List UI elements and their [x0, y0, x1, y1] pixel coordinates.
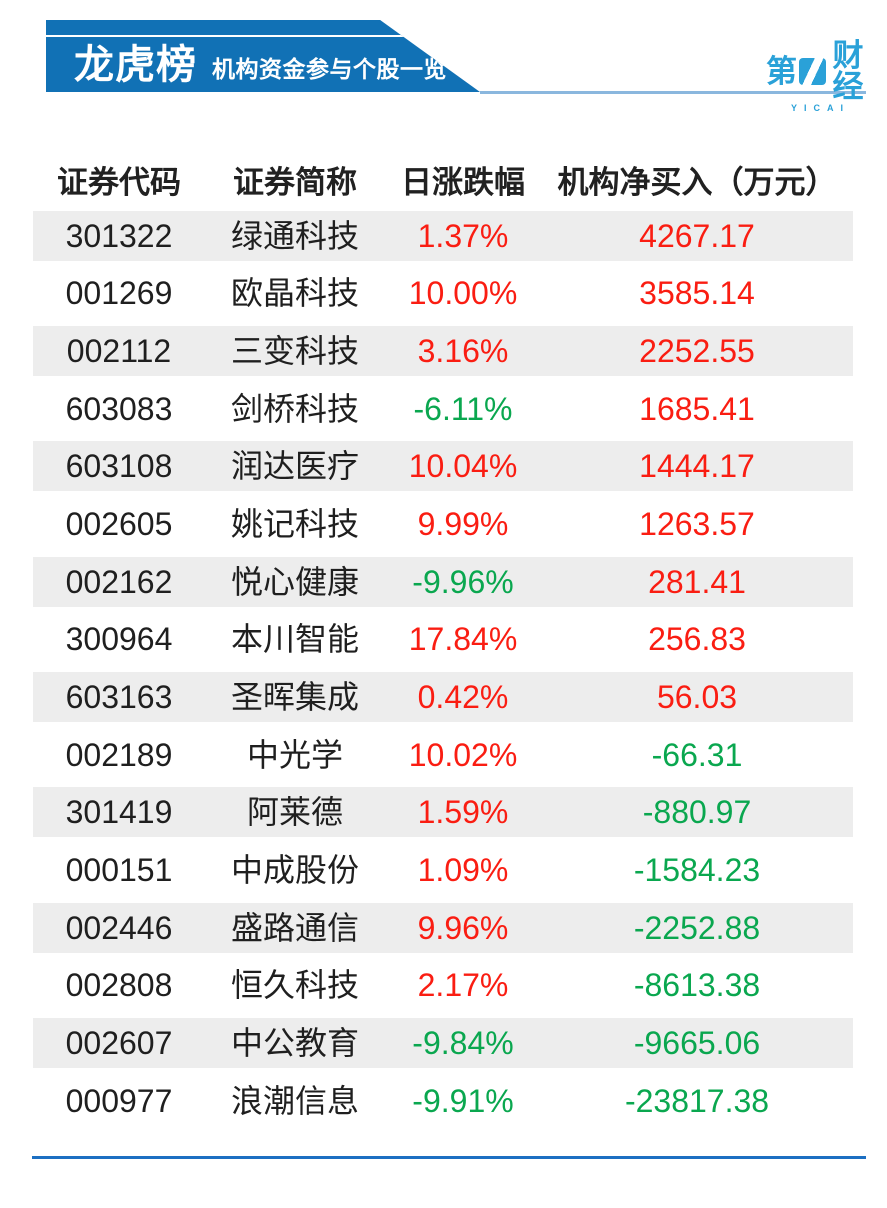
banner-divider-line — [46, 35, 480, 38]
yicai-logo: 第 财经 YICAI — [766, 40, 868, 113]
stock-name: 浪潮信息 — [230, 1082, 359, 1119]
stock-name: 恒久科技 — [230, 967, 359, 1004]
table-row: 002112 三变科技 3.16% 2252.55 — [33, 322, 853, 380]
daily-change: 10.02% — [408, 736, 518, 773]
stock-name: 润达医疗 — [230, 448, 359, 485]
stock-code: 002189 — [65, 736, 173, 773]
table-row: 002605 姚记科技 9.99% 1263.57 — [33, 495, 853, 553]
table-row: 000977 浪潮信息 -9.91% -23817.38 — [33, 1072, 853, 1130]
stock-code: 002605 — [65, 506, 173, 543]
stock-name: 中光学 — [246, 736, 343, 773]
stock-code: 002162 — [65, 563, 173, 600]
stock-code: 301322 — [65, 217, 173, 254]
stock-code: 300964 — [65, 621, 173, 658]
table-row: 301322 绿通科技 1.37% 4267.17 — [33, 207, 853, 265]
table-body: 301322 绿通科技 1.37% 4267.17 001269 欧晶科技 10… — [33, 207, 853, 1130]
logo-text-left: 第 — [766, 53, 797, 89]
page-title: 龙虎榜 — [74, 43, 197, 87]
net-buy: 1685.41 — [639, 390, 755, 427]
header-change: 日涨跌幅 — [401, 165, 525, 200]
stock-name: 圣晖集成 — [230, 679, 359, 716]
stock-code: 000977 — [65, 1082, 173, 1119]
stock-code: 000151 — [65, 852, 173, 889]
stock-name: 阿莱德 — [246, 794, 343, 831]
daily-change: 17.84% — [408, 621, 518, 658]
table-row: 002607 中公教育 -9.84% -9665.06 — [33, 1014, 853, 1072]
stock-table: 证券代码 证券简称 日涨跌幅 机构净买入（万元） 301322 绿通科技 1.3… — [33, 158, 853, 1130]
daily-change: 2.17% — [417, 967, 509, 1004]
stock-code: 002446 — [65, 909, 173, 946]
stock-name: 盛路通信 — [230, 909, 359, 946]
net-buy: 2252.55 — [639, 333, 755, 370]
net-buy: -2252.88 — [633, 909, 761, 946]
net-buy: 256.83 — [648, 621, 746, 658]
daily-change: 9.99% — [417, 506, 509, 543]
stock-name: 绿通科技 — [230, 217, 359, 254]
table-row: 000151 中成股份 1.09% -1584.23 — [33, 841, 853, 899]
header-banner: 龙虎榜 机构资金参与个股一览 — [46, 20, 480, 92]
daily-change: 9.96% — [417, 909, 509, 946]
daily-change: -6.11% — [413, 390, 513, 427]
stock-name: 欧晶科技 — [230, 275, 359, 312]
table-header-row: 证券代码 证券简称 日涨跌幅 机构净买入（万元） — [33, 158, 853, 207]
net-buy: -880.97 — [642, 794, 752, 831]
table-row: 603083 剑桥科技 -6.11% 1685.41 — [33, 380, 853, 438]
net-buy: 3585.14 — [639, 275, 755, 312]
stock-code: 002607 — [65, 1025, 173, 1062]
stock-code: 301419 — [65, 794, 173, 831]
table-row: 603163 圣晖集成 0.42% 56.03 — [33, 668, 853, 726]
stock-code: 002112 — [66, 333, 172, 370]
daily-change: -9.84% — [412, 1025, 514, 1062]
stock-name: 三变科技 — [230, 333, 359, 370]
net-buy: -8613.38 — [633, 967, 761, 1004]
net-buy: -9665.06 — [633, 1025, 761, 1062]
stock-code: 603163 — [65, 679, 173, 716]
net-buy: 56.03 — [656, 679, 738, 716]
header-netbuy: 机构净买入（万元） — [557, 165, 837, 200]
stock-name: 悦心健康 — [230, 563, 359, 600]
daily-change: -9.91% — [412, 1082, 514, 1119]
daily-change: 3.16% — [417, 333, 509, 370]
stock-code: 001269 — [65, 275, 173, 312]
net-buy: 1263.57 — [639, 506, 755, 543]
table-row: 300964 本川智能 17.84% 256.83 — [33, 611, 853, 669]
daily-change: 1.37% — [417, 217, 509, 254]
logo-subtext: YICAI — [790, 103, 850, 113]
table-row: 301419 阿莱德 1.59% -880.97 — [33, 783, 853, 842]
stock-name: 本川智能 — [230, 621, 359, 658]
stock-name: 中成股份 — [230, 852, 359, 889]
daily-change: 1.59% — [417, 794, 509, 831]
net-buy: -1584.23 — [633, 852, 761, 889]
daily-change: -9.96% — [412, 563, 514, 600]
net-buy: 4267.17 — [639, 217, 755, 254]
net-buy: 1444.17 — [639, 448, 755, 485]
header-code: 证券代码 — [57, 165, 181, 200]
page-subtitle: 机构资金参与个股一览 — [212, 56, 447, 82]
header-rule-line — [480, 91, 866, 94]
stock-code: 603108 — [65, 448, 173, 485]
stock-name: 剑桥科技 — [230, 390, 359, 427]
table-row: 002446 盛路通信 9.96% -2252.88 — [33, 898, 853, 957]
logo-text-right: 财经 — [832, 38, 864, 104]
yicai-mark-icon — [799, 57, 826, 85]
daily-change: 1.09% — [417, 852, 509, 889]
table-row: 002808 恒久科技 2.17% -8613.38 — [33, 957, 853, 1015]
daily-change: 10.00% — [408, 275, 518, 312]
net-buy: -66.31 — [651, 736, 743, 773]
table-row: 002189 中光学 10.02% -66.31 — [33, 726, 853, 784]
daily-change: 0.42% — [417, 679, 509, 716]
net-buy: -23817.38 — [624, 1082, 770, 1119]
header-name: 证券简称 — [233, 165, 357, 200]
stock-name: 中公教育 — [230, 1025, 359, 1062]
bottom-rule-line — [32, 1156, 866, 1159]
stock-name: 姚记科技 — [230, 506, 359, 543]
net-buy: 281.41 — [648, 563, 746, 600]
daily-change: 10.04% — [408, 448, 518, 485]
table-row: 001269 欧晶科技 10.00% 3585.14 — [33, 265, 853, 323]
stock-code: 002808 — [65, 967, 173, 1004]
table-row: 002162 悦心健康 -9.96% 281.41 — [33, 552, 853, 611]
stock-code: 603083 — [65, 390, 173, 427]
table-row: 603108 润达医疗 10.04% 1444.17 — [33, 437, 853, 496]
